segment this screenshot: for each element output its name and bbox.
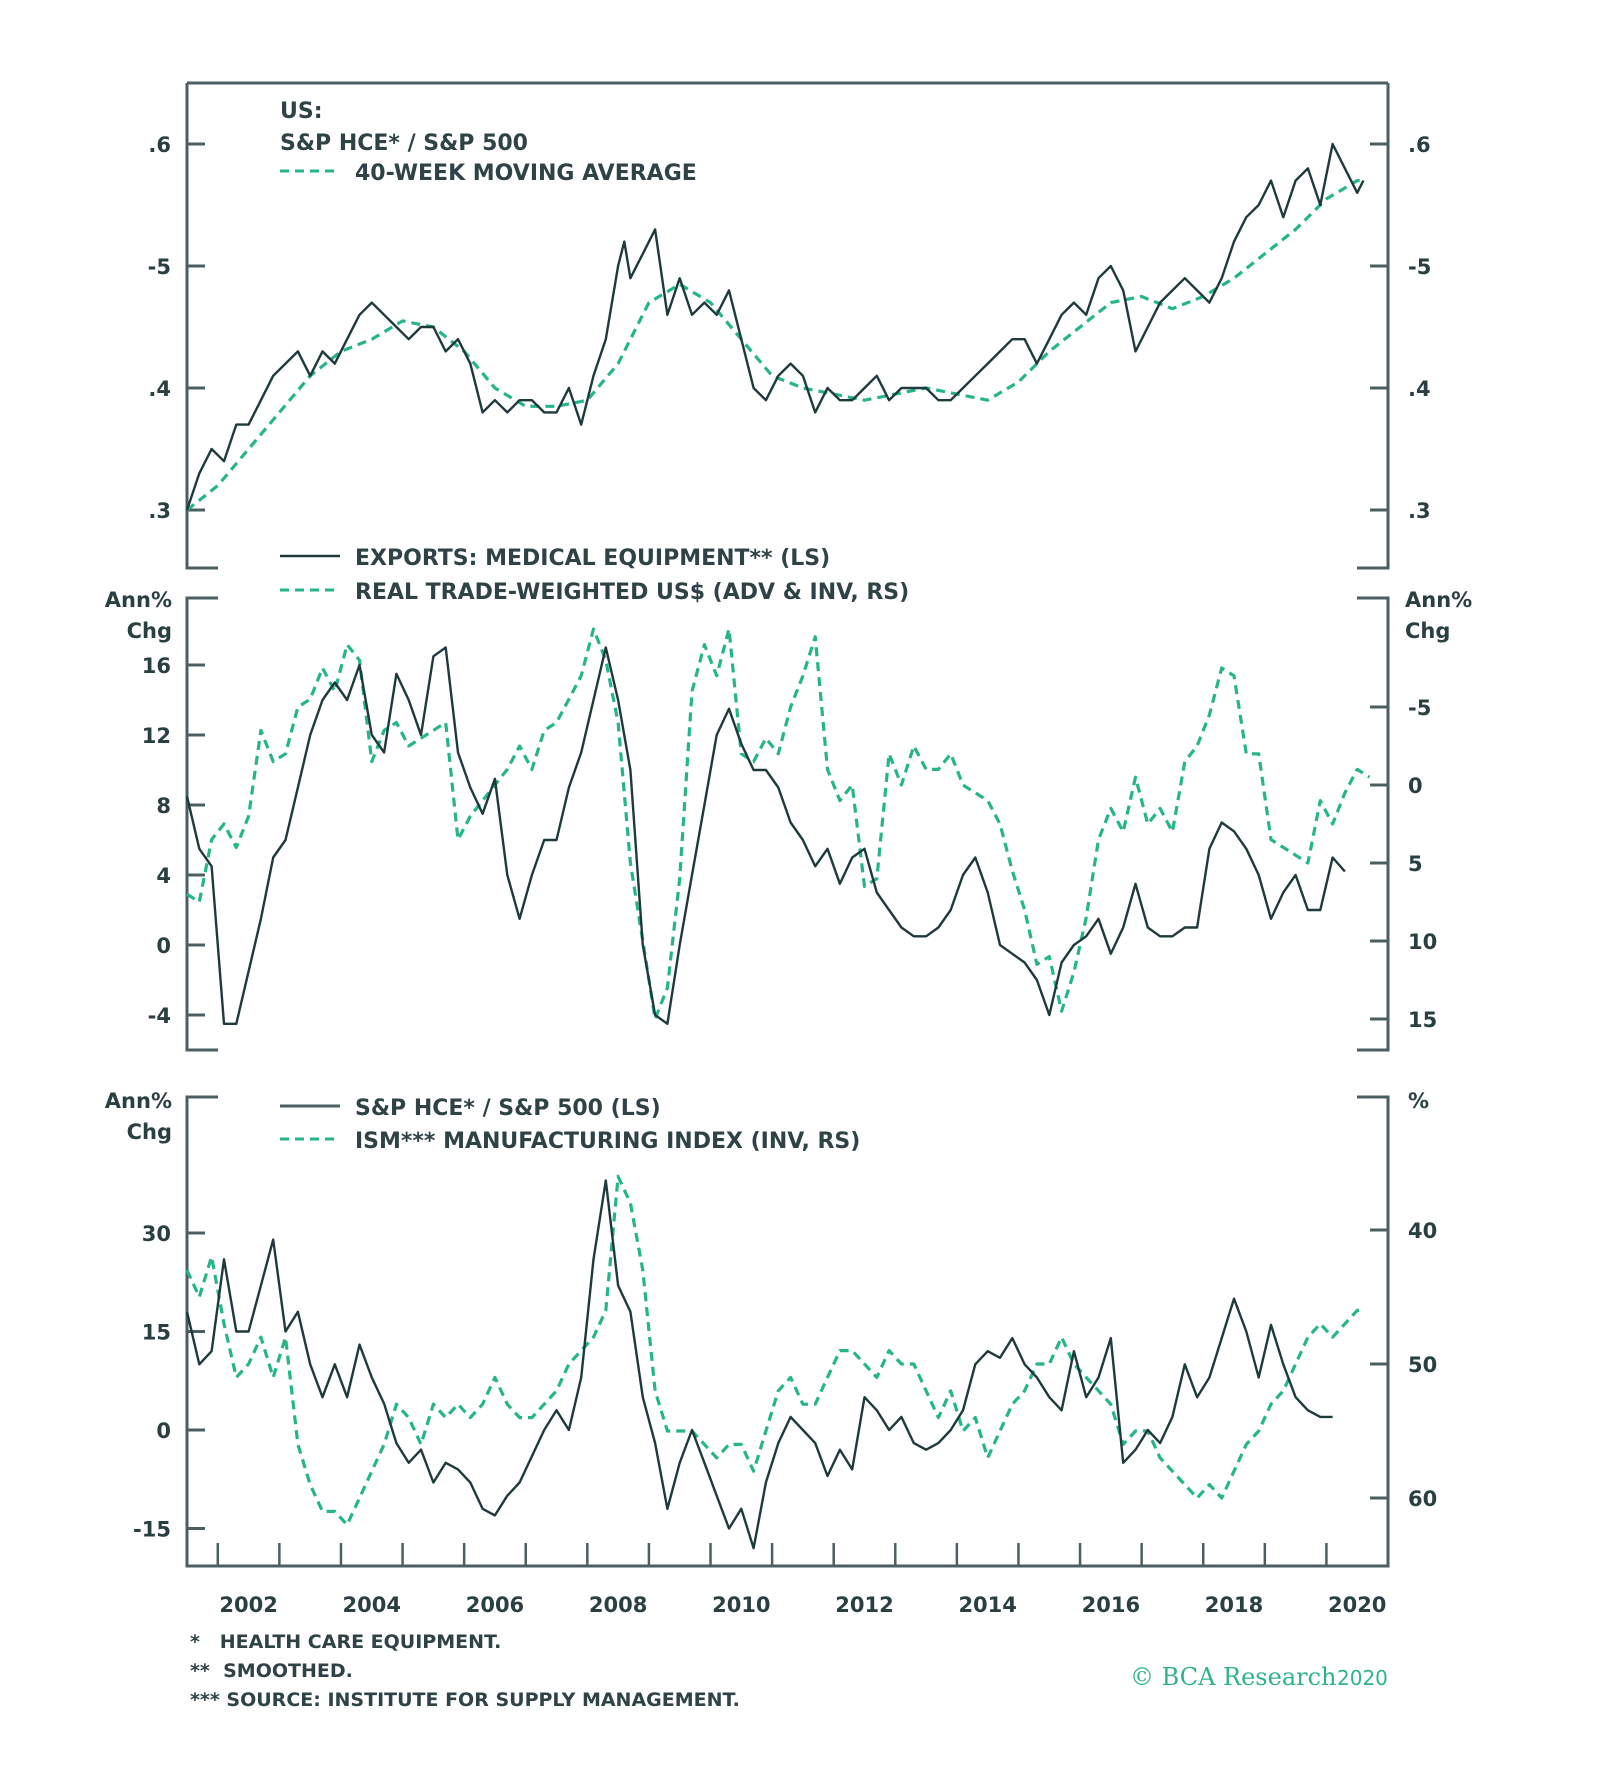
brand-year: 2020: [1337, 1666, 1388, 1690]
footnote-2: ** SMOOTHED.: [190, 1660, 353, 1682]
bottom-left-tick-label: 15: [142, 1321, 171, 1345]
top-y-ticks: .6 -5 .4 .3 .6 -5 .4 .3: [148, 133, 1432, 523]
top-series-solid-line: [185, 142, 1365, 511]
x-tick-label: 2008: [589, 1593, 647, 1617]
bottom-series-group: [185, 1174, 1364, 1550]
top-right-tick-label: .4: [1408, 377, 1431, 401]
middle-right-unit-ann: Ann%: [1405, 588, 1472, 612]
bottom-left-tick-label: 30: [142, 1222, 171, 1246]
middle-right-tick-label: 5: [1408, 852, 1423, 876]
top-right-tick-label: .6: [1408, 133, 1431, 157]
middle-left-unit-ann: Ann%: [105, 588, 172, 612]
brand-logo: © BCA Research: [1130, 1663, 1337, 1691]
bottom-panel-frame: [185, 1095, 1390, 1568]
x-tick-label: 2006: [466, 1593, 524, 1617]
footnote-1: * HEALTH CARE EQUIPMENT.: [190, 1631, 501, 1653]
middle-legend-solid-label: EXPORTS: MEDICAL EQUIPMENT** (LS): [355, 546, 830, 571]
top-left-tick-label: -5: [148, 255, 171, 279]
x-tick-label: 2018: [1205, 1593, 1263, 1617]
bottom-right-tick-label: 60: [1408, 1487, 1437, 1511]
top-panel: .6-5.4.3.6-5.4.3 US: S&P HCE* / S&P 500 …: [148, 81, 1432, 570]
middle-left-unit-chg: Chg: [127, 619, 172, 643]
middle-panel: EXPORTS: MEDICAL EQUIPMENT** (LS) REAL T…: [105, 546, 1472, 1052]
middle-left-tick-label: 0: [156, 934, 171, 958]
bottom-right-unit-pct: %: [1408, 1089, 1429, 1113]
top-right-tick-label: .3: [1408, 499, 1431, 523]
footnote-3: *** SOURCE: INSTITUTE FOR SUPPLY MANAGEM…: [190, 1689, 740, 1711]
x-tick-label: 2014: [958, 1593, 1016, 1617]
top-left-tick-label: .6: [148, 133, 171, 157]
bottom-series-dashed-line: [185, 1174, 1364, 1527]
top-left-tick-label: .4: [148, 377, 171, 401]
top-legend-solid-label: S&P HCE* / S&P 500: [280, 131, 528, 156]
bottom-left-tick-label: 0: [156, 1419, 171, 1443]
x-tick-label: 2004: [343, 1593, 401, 1617]
top-series-group: [185, 142, 1365, 512]
x-tick-label: 2002: [219, 1593, 277, 1617]
bottom-left-unit-chg: Chg: [127, 1120, 172, 1144]
middle-right-tick-label: 15: [1408, 1008, 1437, 1032]
middle-series-dashed-line: [186, 627, 1371, 1021]
x-tick-label: 2012: [835, 1593, 893, 1617]
x-tick-label: 2010: [712, 1593, 770, 1617]
top-panel-frame: [185, 81, 1390, 570]
middle-right-tick-label: -5: [1408, 696, 1431, 720]
top-left-tick-label: .3: [148, 499, 171, 523]
top-series-dashed-line: [186, 179, 1364, 512]
middle-panel-frame: [185, 596, 1390, 1052]
middle-left-tick-label: 4: [156, 864, 171, 888]
middle-left-tick-label: 16: [142, 654, 171, 678]
top-legend-dashed-label: 40-WEEK MOVING AVERAGE: [355, 161, 697, 186]
bottom-right-tick-label: 50: [1408, 1353, 1437, 1377]
bottom-series-solid-line: [185, 1179, 1333, 1550]
middle-right-tick-label: 10: [1408, 930, 1437, 954]
middle-series-group: [185, 627, 1371, 1025]
bottom-legend-dashed-label: ISM*** MANUFACTURING INDEX (INV, RS): [355, 1129, 860, 1154]
bottom-right-tick-label: 40: [1408, 1219, 1437, 1243]
x-tick-label: 2016: [1082, 1593, 1140, 1617]
middle-left-tick-label: 8: [156, 794, 171, 818]
bottom-legend-solid-label: S&P HCE* / S&P 500 (LS): [355, 1096, 661, 1121]
bottom-left-unit-ann: Ann%: [105, 1089, 172, 1113]
middle-right-unit-chg: Chg: [1405, 619, 1450, 643]
x-tick-label: 2020: [1328, 1593, 1386, 1617]
bottom-panel: S&P HCE* / S&P 500 (LS) ISM*** MANUFACTU…: [105, 1089, 1437, 1568]
middle-series-solid-line: [185, 646, 1346, 1025]
bottom-left-tick-label: -15: [133, 1518, 171, 1542]
middle-legend-dashed-label: REAL TRADE-WEIGHTED US$ (ADV & INV, RS): [355, 580, 909, 605]
top-right-tick-label: -5: [1408, 255, 1431, 279]
middle-right-tick-label: 0: [1408, 774, 1423, 798]
middle-left-tick-label: 12: [142, 724, 171, 748]
bottom-y-ticks: 30 15 0 -15 40 50 60: [133, 1219, 1437, 1542]
middle-y-ticks: 16 12 8 4 0 -4 -5 0 5 10 15: [142, 654, 1437, 1032]
top-panel-title: US:: [280, 99, 323, 124]
x-axis: 2002 2004 2006 2008 2010 2012 2014 2016 2018 2020: [216, 1543, 1386, 1617]
middle-left-tick-label: -4: [148, 1004, 171, 1028]
